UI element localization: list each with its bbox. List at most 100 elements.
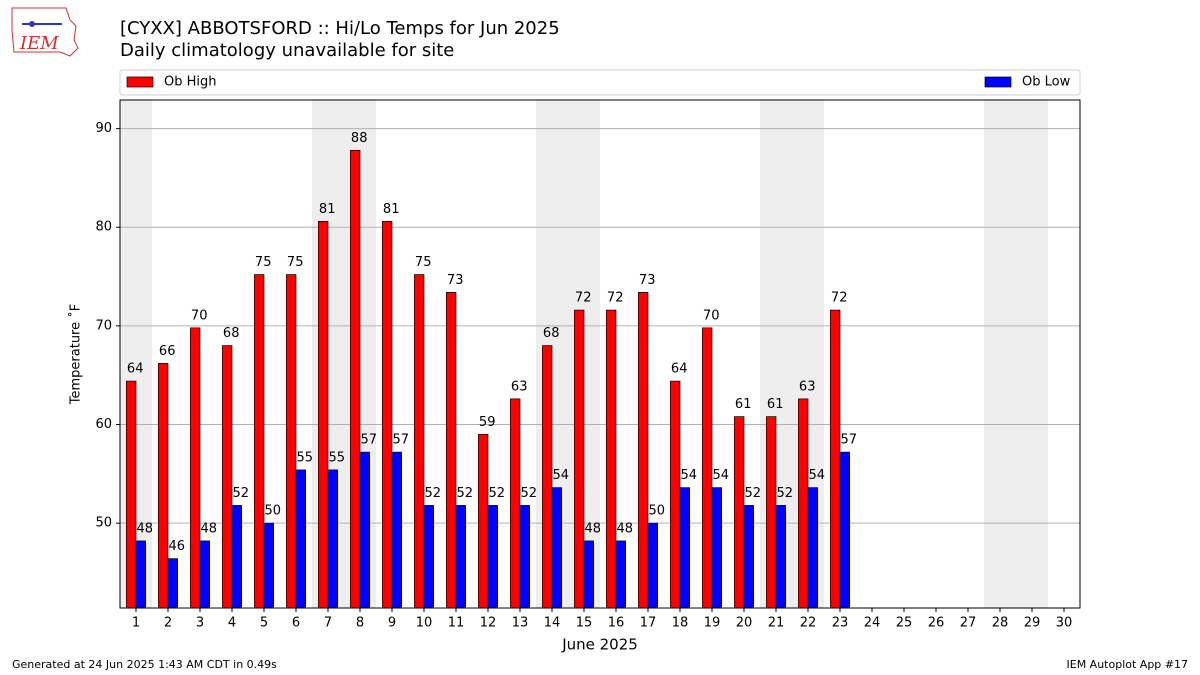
value-label: 66 [159, 344, 176, 359]
bar [231, 505, 242, 609]
x-tick-label: 11 [448, 616, 465, 631]
y-tick-label: 50 [95, 516, 112, 531]
chart-subtitle: Daily climatology unavailable for site [120, 40, 454, 61]
bar [167, 558, 178, 609]
bar [766, 416, 777, 609]
bar [647, 522, 658, 609]
value-label: 48 [137, 521, 154, 536]
bar [222, 345, 233, 609]
bar [135, 540, 146, 609]
value-label: 72 [607, 291, 624, 306]
x-tick-label: 20 [736, 616, 753, 631]
value-label: 70 [191, 308, 208, 323]
value-label: 55 [297, 450, 314, 465]
x-tick-label: 26 [928, 616, 945, 631]
value-label: 63 [511, 379, 528, 394]
x-tick-label: 27 [960, 616, 977, 631]
value-label: 88 [351, 131, 368, 146]
value-label: 46 [169, 539, 186, 554]
value-label: 55 [329, 450, 346, 465]
bar [711, 487, 722, 609]
bar [606, 309, 617, 609]
bar [423, 505, 434, 609]
bar [318, 220, 329, 609]
x-tick-label: 16 [608, 616, 625, 631]
bar [263, 522, 274, 609]
bar [615, 540, 626, 609]
value-label: 75 [287, 255, 304, 270]
bar [382, 220, 393, 609]
bar [295, 469, 306, 609]
x-tick-label: 5 [260, 616, 268, 631]
bar [190, 327, 201, 609]
footer-left: Generated at 24 Jun 2025 1:43 AM CDT in … [12, 658, 277, 671]
bar [158, 363, 169, 609]
x-tick-label: 30 [1056, 616, 1073, 631]
bar [807, 487, 818, 609]
x-tick-label: 25 [896, 616, 913, 631]
value-label: 54 [681, 468, 698, 483]
value-label: 48 [585, 521, 602, 536]
x-axis-label: June 2025 [561, 636, 638, 654]
value-label: 48 [617, 521, 634, 536]
x-tick-label: 17 [640, 616, 657, 631]
value-label: 68 [543, 326, 560, 341]
legend-swatch [984, 76, 1012, 88]
value-label: 48 [201, 521, 218, 536]
y-tick-label: 60 [95, 417, 112, 432]
value-label: 73 [447, 273, 464, 288]
bar [510, 398, 521, 609]
x-tick-label: 22 [800, 616, 817, 631]
bar [670, 380, 681, 609]
value-label: 52 [777, 486, 794, 501]
bar [350, 149, 361, 609]
bar [199, 540, 210, 609]
bar [734, 416, 745, 609]
x-tick-label: 12 [480, 616, 497, 631]
value-label: 81 [319, 202, 336, 217]
bar [798, 398, 809, 609]
logo-dot [29, 21, 35, 27]
bar [455, 505, 466, 609]
bar [638, 291, 649, 609]
bar [583, 540, 594, 609]
x-tick-label: 15 [576, 616, 593, 631]
bar [286, 274, 297, 609]
y-tick-label: 70 [95, 318, 112, 333]
value-label: 70 [703, 308, 720, 323]
bar [775, 505, 786, 609]
bar [519, 505, 530, 609]
x-tick-label: 29 [1024, 616, 1041, 631]
value-label: 81 [383, 202, 400, 217]
x-tick-label: 6 [292, 616, 300, 631]
bar [702, 327, 713, 609]
value-label: 52 [745, 486, 762, 501]
x-tick-label: 9 [388, 616, 396, 631]
value-label: 50 [649, 504, 666, 519]
value-label: 54 [553, 468, 570, 483]
bar [359, 451, 370, 609]
bar [327, 469, 338, 609]
value-label: 63 [799, 379, 816, 394]
weekend-band [1016, 100, 1048, 608]
value-label: 75 [415, 255, 432, 270]
value-label: 64 [671, 362, 688, 377]
value-label: 52 [521, 486, 538, 501]
bar [446, 291, 457, 609]
logo-outline [11, 7, 79, 57]
value-label: 73 [639, 273, 656, 288]
y-axis-label: Temperature ˚F [68, 304, 84, 405]
bar [478, 434, 489, 609]
bar [414, 274, 425, 609]
y-tick-label: 90 [95, 121, 112, 136]
value-label: 57 [393, 433, 410, 448]
value-label: 52 [233, 486, 250, 501]
legend-label: Ob Low [1022, 75, 1071, 90]
value-label: 75 [255, 255, 272, 270]
value-label: 57 [361, 433, 378, 448]
value-label: 50 [265, 504, 282, 519]
bar [743, 505, 754, 609]
value-label: 61 [735, 397, 752, 412]
x-tick-label: 23 [832, 616, 849, 631]
